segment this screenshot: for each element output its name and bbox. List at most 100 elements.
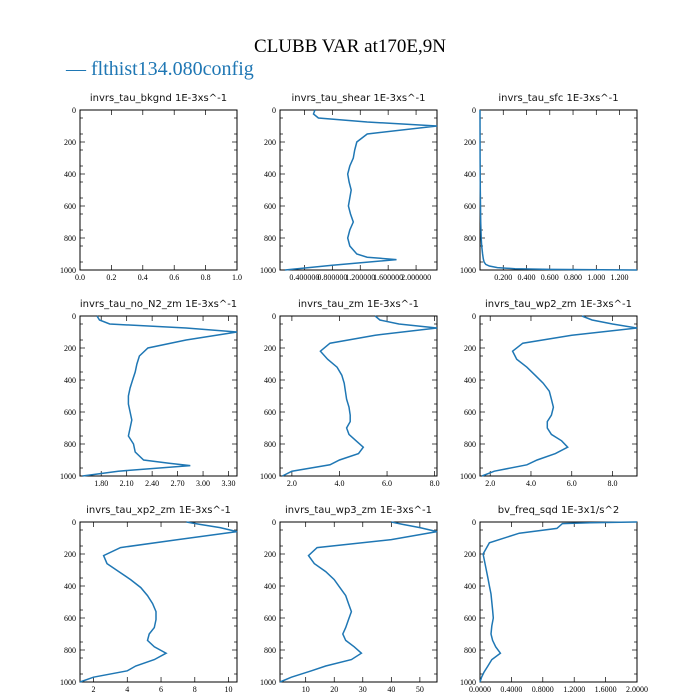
chart-panel-6: invrs_tau_wp2_zm 1E-3xs^-1 0 200 400 600 800 1… xyxy=(460,299,638,488)
y-tick-label: 800 xyxy=(264,440,276,449)
y-tick-label: 600 xyxy=(64,202,76,211)
y-tick-label: 600 xyxy=(464,202,476,211)
plot-frame xyxy=(79,109,238,271)
x-tick-label: 0.400 xyxy=(518,273,536,282)
x-tick-label: 2.10 xyxy=(120,479,134,488)
plot-frame xyxy=(479,109,638,271)
panel-title: invrs_tau_wp2_zm 1E-3xs^-1 xyxy=(485,299,632,310)
panel-title: invrs_tau_sfc 1E-3xs^-1 xyxy=(498,93,618,104)
x-tick-label: 0.4000 xyxy=(500,685,522,694)
x-tick-label: 0.400000 xyxy=(289,273,319,282)
y-tick-label: 200 xyxy=(264,550,276,559)
series-line xyxy=(282,315,438,477)
x-tick-label: 40 xyxy=(387,685,395,694)
x-tick-label: 2.0 xyxy=(485,479,495,488)
x-tick-label: 2.0000 xyxy=(626,685,648,694)
y-tick-label: 600 xyxy=(264,202,276,211)
x-tick-label: 8 xyxy=(193,685,197,694)
x-tick-label: 0.4 xyxy=(138,273,148,282)
x-tick-label: 4.0 xyxy=(334,479,344,488)
y-tick-label: 400 xyxy=(464,376,476,385)
y-tick-label: 1000 xyxy=(460,266,476,275)
x-tick-label: 0.600 xyxy=(541,273,559,282)
x-tick-label: 0.800 xyxy=(564,273,582,282)
y-tick-label: 1000 xyxy=(260,678,276,687)
y-tick-label: 0 xyxy=(472,312,476,321)
panel-title: invrs_tau_bkgnd 1E-3xs^-1 xyxy=(90,93,227,104)
y-tick-label: 800 xyxy=(464,234,476,243)
y-tick-label: 0 xyxy=(72,106,76,115)
y-tick-label: 200 xyxy=(264,138,276,147)
chart-panel-9: bv_freq_sqd 1E-3x1/s^2020040060080010000… xyxy=(460,505,648,694)
y-tick-label: 400 xyxy=(264,170,276,179)
series-line xyxy=(82,315,238,477)
series-line xyxy=(479,521,638,683)
y-tick-label: 0 xyxy=(272,518,276,527)
y-tick-label: 600 xyxy=(64,614,76,623)
y-tick-label: 800 xyxy=(464,440,476,449)
x-tick-label: 3.00 xyxy=(196,479,210,488)
y-tick-label: 200 xyxy=(64,138,76,147)
series-line xyxy=(481,315,638,477)
y-tick-label: 200 xyxy=(464,344,476,353)
page-title: CLUBB VAR at170E,9N xyxy=(254,36,446,57)
y-tick-label: 800 xyxy=(64,234,76,243)
x-tick-label: 8.0 xyxy=(430,479,440,488)
y-tick-label: 1000 xyxy=(60,266,76,275)
y-tick-label: 800 xyxy=(264,646,276,655)
plot-frame xyxy=(279,315,438,477)
plot-frame xyxy=(479,521,638,683)
y-tick-label: 0 xyxy=(472,518,476,527)
x-tick-label: 2.70 xyxy=(171,479,185,488)
x-tick-label: 1.6000 xyxy=(595,685,617,694)
y-tick-label: 600 xyxy=(264,614,276,623)
x-tick-label: 2 xyxy=(92,685,96,694)
panel-title: invrs_tau_wp3_zm 1E-3xs^-1 xyxy=(285,505,432,516)
x-tick-label: 0.200 xyxy=(494,273,512,282)
x-tick-label: 30 xyxy=(359,685,367,694)
y-tick-label: 200 xyxy=(464,550,476,559)
y-tick-label: 0 xyxy=(72,312,76,321)
x-tick-label: 0.0000 xyxy=(469,685,491,694)
x-tick-label: 0.2 xyxy=(106,273,116,282)
panel-title: invrs_tau_zm 1E-3xs^-1 xyxy=(298,299,419,310)
y-tick-label: 400 xyxy=(264,376,276,385)
series-line xyxy=(279,521,438,683)
x-tick-label: 3.30 xyxy=(222,479,236,488)
x-tick-label: 50 xyxy=(416,685,424,694)
chart-panel-7: invrs_tau_xp2_zm 1E-3xs^-1 0 200 400 600 800 1… xyxy=(60,505,238,694)
y-tick-label: 400 xyxy=(64,170,76,179)
y-tick-label: 800 xyxy=(64,440,76,449)
y-tick-label: 1000 xyxy=(460,472,476,481)
y-tick-label: 800 xyxy=(264,234,276,243)
x-tick-label: 1.0 xyxy=(232,273,242,282)
y-tick-label: 0 xyxy=(272,312,276,321)
y-tick-label: 400 xyxy=(464,582,476,591)
y-tick-label: 200 xyxy=(264,344,276,353)
y-tick-label: 1000 xyxy=(260,472,276,481)
series-line xyxy=(479,109,638,271)
chart-panel-4: invrs_tau_no_N2_zm 1E-3xs^-1 0 200 400 600 80… xyxy=(60,299,238,488)
x-tick-label: 0.800000 xyxy=(317,273,347,282)
x-tick-label: 1.200000 xyxy=(345,273,375,282)
x-tick-label: 6 xyxy=(159,685,163,694)
y-tick-label: 400 xyxy=(64,582,76,591)
chart-panel-1: invrs_tau_bkgnd 1E-3xs^-1 0 200 400 600 800 10… xyxy=(60,93,242,282)
x-tick-label: 1.2000 xyxy=(563,685,585,694)
chart-panel-8: invrs_tau_wp3_zm 1E-3xs^-1 0 200 400 600 800 1… xyxy=(260,505,438,694)
chart-panel-3: invrs_tau_sfc 1E-3xs^-1 0 200 400 600 800 1000… xyxy=(460,93,638,282)
y-tick-label: 1000 xyxy=(60,678,76,687)
x-tick-label: 4.0 xyxy=(526,479,536,488)
y-tick-label: 600 xyxy=(64,408,76,417)
series-line xyxy=(284,109,438,271)
x-tick-label: 0.0 xyxy=(75,273,85,282)
y-tick-label: 800 xyxy=(64,646,76,655)
plot-frame xyxy=(279,521,438,683)
plot-frame xyxy=(279,109,438,271)
x-tick-label: 4 xyxy=(125,685,129,694)
y-tick-label: 600 xyxy=(264,408,276,417)
y-tick-label: 0 xyxy=(272,106,276,115)
y-tick-label: 1000 xyxy=(260,266,276,275)
plot-frame xyxy=(79,521,238,683)
